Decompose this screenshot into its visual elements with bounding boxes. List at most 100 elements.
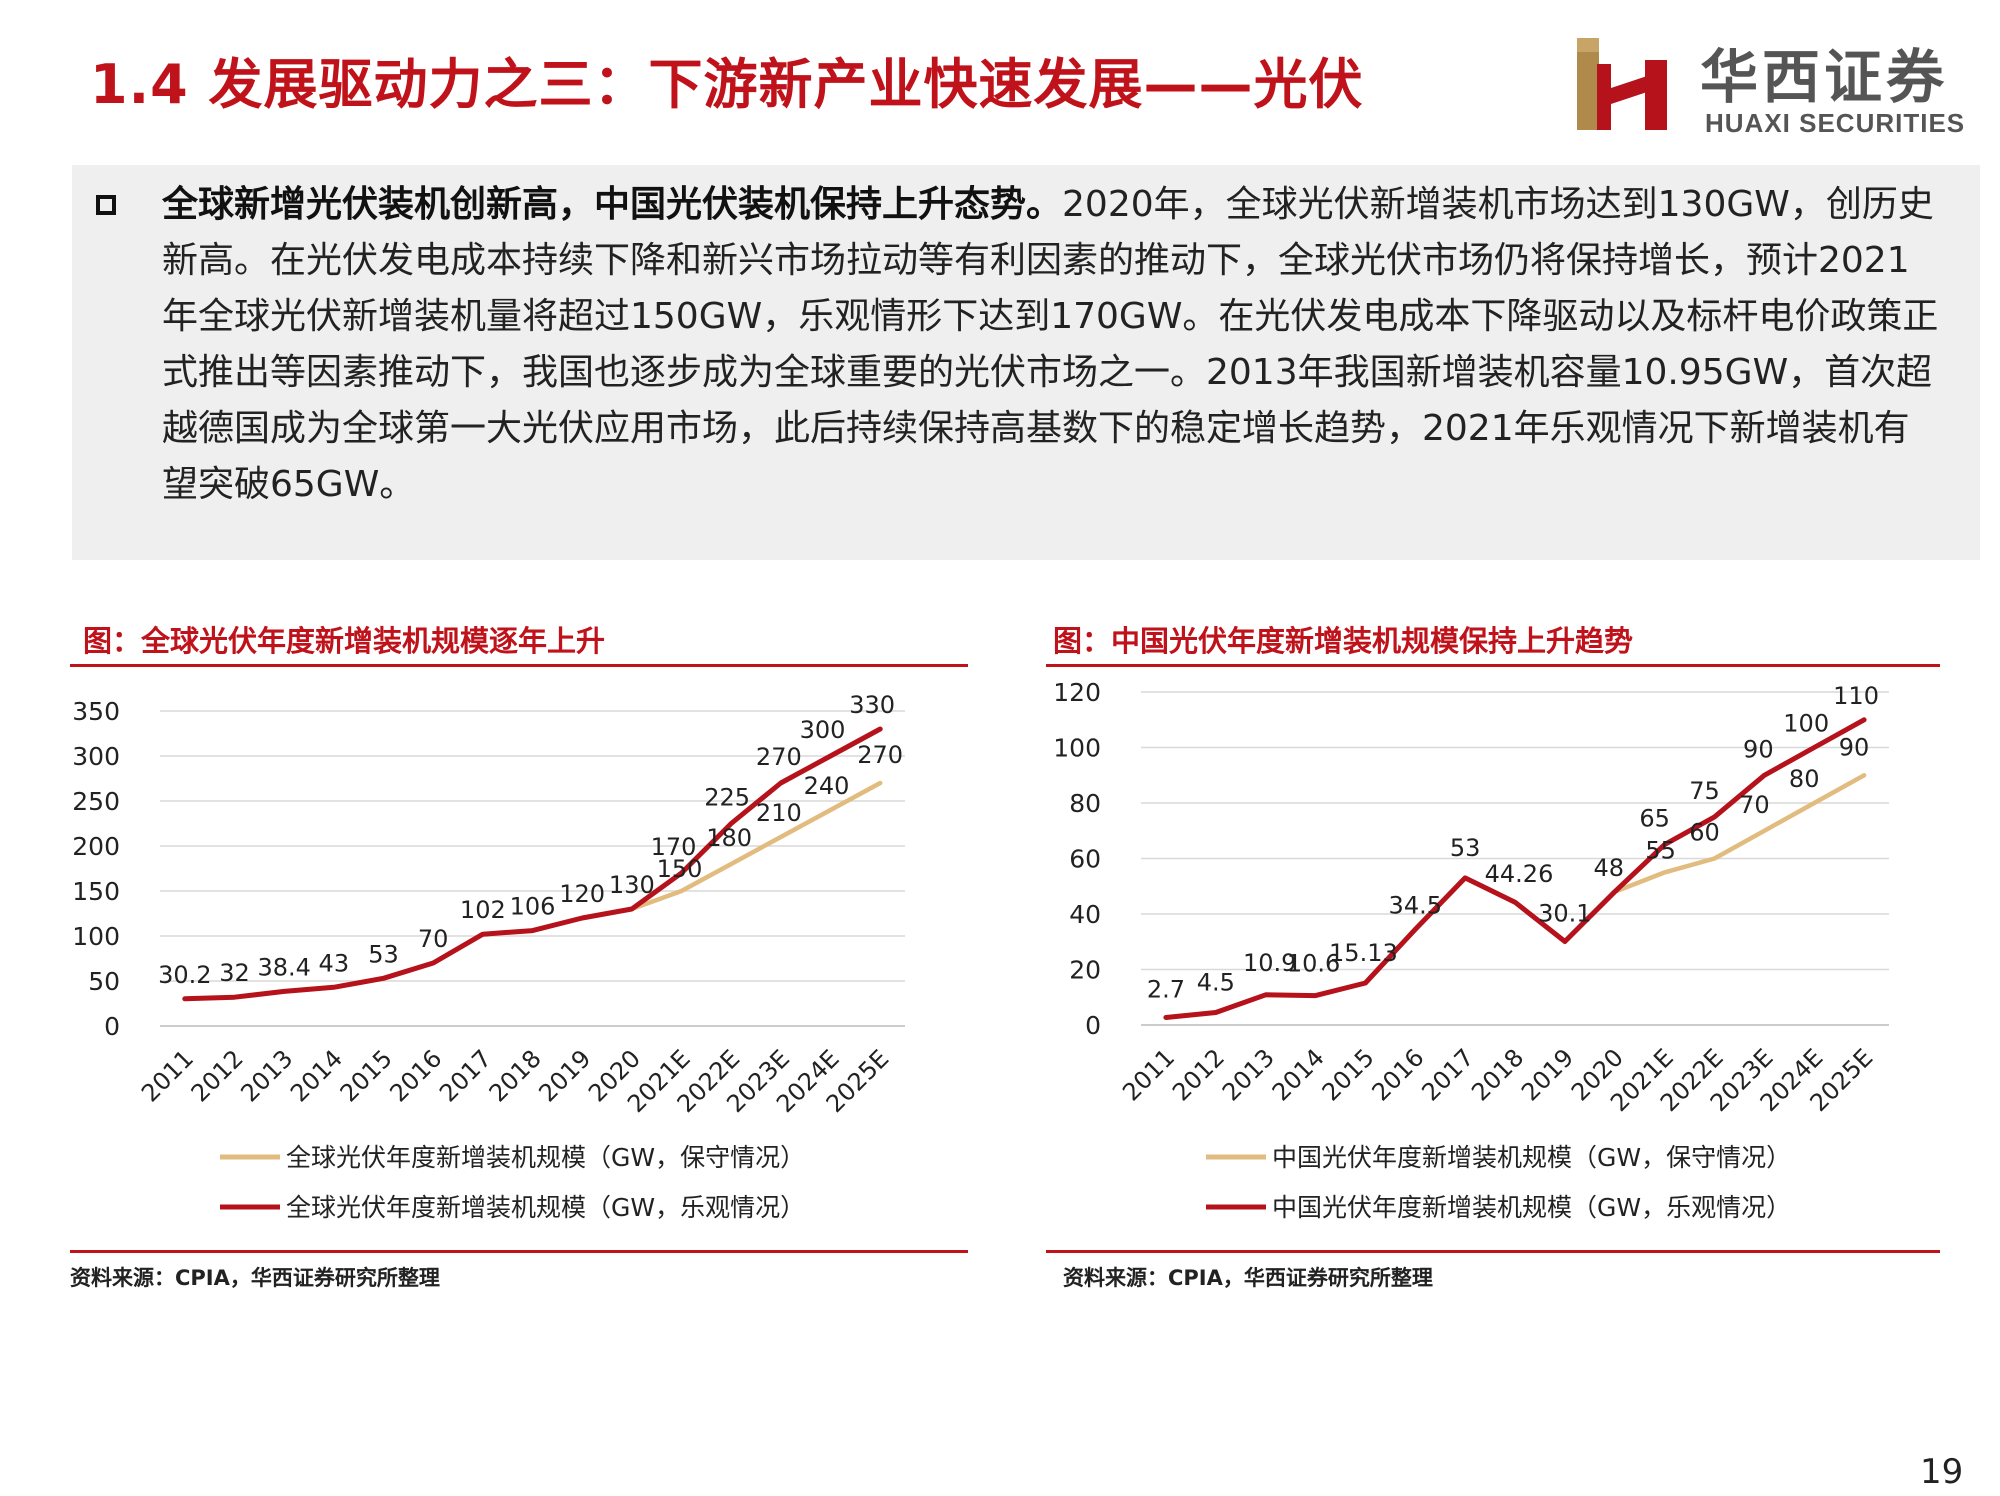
data-label-optimistic: 48 xyxy=(1593,854,1624,882)
y-tick-label: 150 xyxy=(72,877,120,906)
data-label-optimistic: 53 xyxy=(368,940,399,968)
data-label-optimistic: 270 xyxy=(756,743,802,771)
data-label-optimistic: 120 xyxy=(559,880,605,908)
data-label-conservative: 180 xyxy=(706,824,752,852)
x-tick-label: 2018 xyxy=(484,1044,547,1107)
data-label-conservative: 80 xyxy=(1789,765,1820,793)
data-label-optimistic: 2.7 xyxy=(1147,976,1185,1004)
y-tick-label: 60 xyxy=(1069,845,1101,874)
intro-body: 2020年，全球光伏新增装机市场达到130GW，创历史新高。在光伏发电成本持续下… xyxy=(162,184,1939,505)
data-label-optimistic: 75 xyxy=(1689,777,1720,805)
y-tick-label: 0 xyxy=(1085,1011,1101,1040)
data-label-optimistic: 30.2 xyxy=(158,961,211,989)
data-label-optimistic: 10.9 xyxy=(1243,949,1296,977)
data-label-optimistic: 10.6 xyxy=(1287,950,1340,978)
y-tick-label: 300 xyxy=(72,742,120,771)
page-number: 19 xyxy=(1920,1452,1964,1492)
page-title: 1.4 发展驱动力之三：下游新产业快速发展——光伏 xyxy=(90,53,1364,116)
data-label-conservative: 150 xyxy=(657,855,703,883)
data-label-optimistic: 100 xyxy=(1783,710,1829,738)
x-tick-label: 2017 xyxy=(1416,1043,1479,1106)
data-label-optimistic: 65 xyxy=(1639,805,1670,833)
data-label-optimistic: 130 xyxy=(609,871,655,899)
intro-box: 全球新增光伏装机创新高，中国光伏装机保持上升态势。2020年，全球光伏新增装机市… xyxy=(72,165,1980,560)
data-label-optimistic: 170 xyxy=(651,833,697,861)
data-label-optimistic: 330 xyxy=(849,691,895,719)
data-label-optimistic: 32 xyxy=(219,959,250,987)
x-tick-label: 2011 xyxy=(1117,1043,1180,1106)
x-tick-label: 2014 xyxy=(1267,1043,1330,1106)
data-label-optimistic: 30.1 xyxy=(1538,899,1591,927)
y-tick-label: 100 xyxy=(72,922,120,951)
x-tick-label: 2013 xyxy=(1217,1043,1280,1106)
legend-label-optimistic: 全球光伏年度新增装机规模（GW，乐观情况） xyxy=(286,1193,805,1222)
x-tick-label: 2011 xyxy=(136,1044,199,1107)
bullet-square-icon xyxy=(96,195,116,215)
y-tick-label: 120 xyxy=(1053,678,1101,707)
y-tick-label: 0 xyxy=(104,1012,120,1041)
y-tick-label: 350 xyxy=(72,697,120,726)
data-label-optimistic: 34.5 xyxy=(1389,891,1442,919)
data-label-conservative: 90 xyxy=(1839,733,1870,761)
series-line-optimistic xyxy=(1163,717,1867,1020)
huaxi-logo: 华西证券 HUAXI SECURITIES xyxy=(1575,30,1975,140)
data-label-optimistic: 43 xyxy=(319,949,350,977)
y-tick-label: 200 xyxy=(72,832,120,861)
data-label-optimistic: 225 xyxy=(704,784,750,812)
x-tick-label: 2017 xyxy=(434,1044,497,1107)
x-tick-label: 2016 xyxy=(384,1044,447,1107)
data-label-optimistic: 110 xyxy=(1833,682,1879,710)
data-label-conservative: 240 xyxy=(804,772,850,800)
intro-bold-lead: 全球新增光伏装机创新高，中国光伏装机保持上升态势。 xyxy=(162,184,1063,225)
legend-label-optimistic: 中国光伏年度新增装机规模（GW，乐观情况） xyxy=(1272,1193,1791,1222)
data-label-optimistic: 300 xyxy=(800,716,846,744)
y-tick-label: 20 xyxy=(1069,956,1101,985)
intro-paragraph: 全球新增光伏装机创新高，中国光伏装机保持上升态势。2020年，全球光伏新增装机市… xyxy=(162,177,1942,513)
x-tick-label: 2019 xyxy=(533,1044,596,1107)
legend-label-conservative: 中国光伏年度新增装机规模（GW，保守情况） xyxy=(1272,1143,1791,1172)
data-label-conservative: 70 xyxy=(1739,791,1770,819)
chart2-top-rule xyxy=(1046,664,1940,667)
data-label-optimistic: 106 xyxy=(510,893,556,921)
x-tick-label: 2015 xyxy=(1317,1043,1380,1106)
legend-label-conservative: 全球光伏年度新增装机规模（GW，保守情况） xyxy=(286,1143,805,1172)
x-tick-label: 2012 xyxy=(1167,1043,1230,1106)
chart1-global-pv: 0501001502002503003502011201220132014201… xyxy=(72,691,905,1222)
x-tick-label: 2018 xyxy=(1466,1043,1529,1106)
chart1-top-rule xyxy=(70,664,968,667)
logo-text-en: HUAXI SECURITIES xyxy=(1705,108,1966,138)
data-label-optimistic: 53 xyxy=(1450,834,1481,862)
data-label-conservative: 270 xyxy=(857,741,903,769)
x-tick-label: 2012 xyxy=(186,1044,249,1107)
series-line-optimistic xyxy=(182,726,883,1002)
y-tick-label: 100 xyxy=(1053,734,1101,763)
chart2-bottom-rule xyxy=(1046,1250,1940,1253)
x-tick-label: 2013 xyxy=(235,1044,298,1107)
y-tick-label: 250 xyxy=(72,787,120,816)
logo-text-cn: 华西证券 xyxy=(1700,43,1949,111)
data-label-optimistic: 15.13 xyxy=(1329,939,1398,967)
chart1-source: 资料来源：CPIA，华西证券研究所整理 xyxy=(70,1266,440,1290)
chart2-source: 资料来源：CPIA，华西证券研究所整理 xyxy=(1063,1266,1433,1290)
x-tick-label: 2019 xyxy=(1516,1043,1579,1106)
chart1-title: 图：全球光伏年度新增装机规模逐年上升 xyxy=(83,624,606,658)
chart2-title: 图：中国光伏年度新增装机规模保持上升趋势 xyxy=(1053,624,1634,658)
data-label-optimistic: 4.5 xyxy=(1197,969,1235,997)
data-label-conservative: 55 xyxy=(1645,836,1676,864)
huaxi-h-logo-icon xyxy=(1577,38,1667,130)
data-label-optimistic: 90 xyxy=(1743,735,1774,763)
data-label-conservative: 60 xyxy=(1689,819,1720,847)
data-label-conservative: 210 xyxy=(756,799,802,827)
y-tick-label: 40 xyxy=(1069,900,1101,929)
data-label-optimistic: 102 xyxy=(460,896,506,924)
y-tick-label: 80 xyxy=(1069,789,1101,818)
chart1-bottom-rule xyxy=(70,1250,968,1253)
x-tick-label: 2015 xyxy=(335,1044,398,1107)
x-tick-label: 2016 xyxy=(1367,1043,1430,1106)
data-label-optimistic: 70 xyxy=(418,925,449,953)
data-label-optimistic: 44.26 xyxy=(1485,860,1554,888)
data-label-optimistic: 38.4 xyxy=(257,953,310,981)
chart2-china-pv: 0204060801001202011201220132014201520162… xyxy=(1053,678,1889,1222)
y-tick-label: 50 xyxy=(88,967,120,996)
x-tick-label: 2014 xyxy=(285,1044,348,1107)
